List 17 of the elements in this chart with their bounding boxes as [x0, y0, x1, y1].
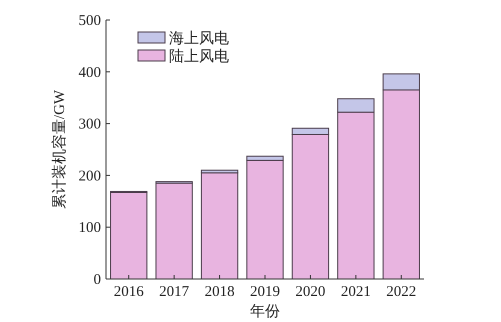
y-tick-label: 100 [78, 220, 101, 236]
legend-label: 海上风电 [169, 30, 229, 47]
x-axis-title: 年份 [250, 303, 280, 320]
y-tick-label: 500 [78, 13, 101, 29]
y-tick-label: 0 [94, 272, 101, 288]
x-tick-label: 2017 [159, 284, 190, 300]
y-tick-label: 400 [78, 64, 101, 81]
y-tick-label: 200 [78, 168, 101, 184]
x-tick-label: 2021 [340, 284, 371, 300]
x-tick-label: 2016 [114, 284, 144, 300]
y-tick-label: 300 [78, 116, 101, 133]
y-axis-title: 累计装机容量/GW [51, 89, 68, 210]
x-tick-label: 2022 [386, 284, 416, 300]
x-tick-label: 2020 [295, 284, 326, 300]
x-tick-label: 2019 [250, 284, 280, 300]
x-tick-label: 2018 [204, 284, 235, 300]
legend-label: 陆上风电 [169, 48, 229, 65]
